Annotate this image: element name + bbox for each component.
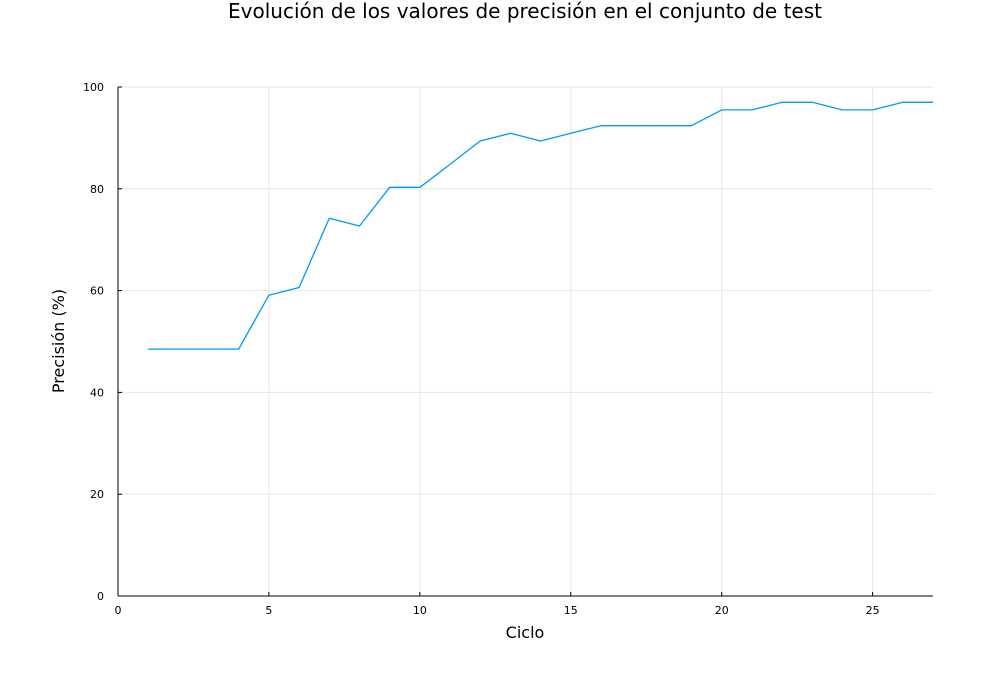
series-line bbox=[148, 101, 933, 350]
axes bbox=[117, 87, 933, 597]
x-tick-label: 15 bbox=[564, 604, 578, 617]
x-tick-label: 5 bbox=[265, 604, 272, 617]
y-tick-label: 80 bbox=[90, 183, 104, 196]
y-tick-label: 100 bbox=[83, 81, 104, 94]
x-tick-label: 0 bbox=[115, 604, 122, 617]
x-tick-label: 20 bbox=[715, 604, 729, 617]
y-tick-label: 40 bbox=[90, 386, 104, 399]
ticks: 0 5 10 15 20 25 0 20 40 60 80 100 bbox=[83, 81, 880, 617]
y-tick-label: 0 bbox=[97, 590, 104, 603]
chart-title: Evolución de los valores de precisión en… bbox=[228, 0, 822, 23]
y-tick-label: 60 bbox=[90, 285, 104, 298]
x-axis-label: Ciclo bbox=[506, 623, 545, 642]
y-axis-label: Precisión (%) bbox=[49, 289, 68, 393]
x-tick-label: 10 bbox=[413, 604, 427, 617]
y-tick-label: 20 bbox=[90, 488, 104, 501]
grid bbox=[117, 86, 933, 597]
series bbox=[148, 101, 933, 350]
x-tick-label: 25 bbox=[866, 604, 880, 617]
